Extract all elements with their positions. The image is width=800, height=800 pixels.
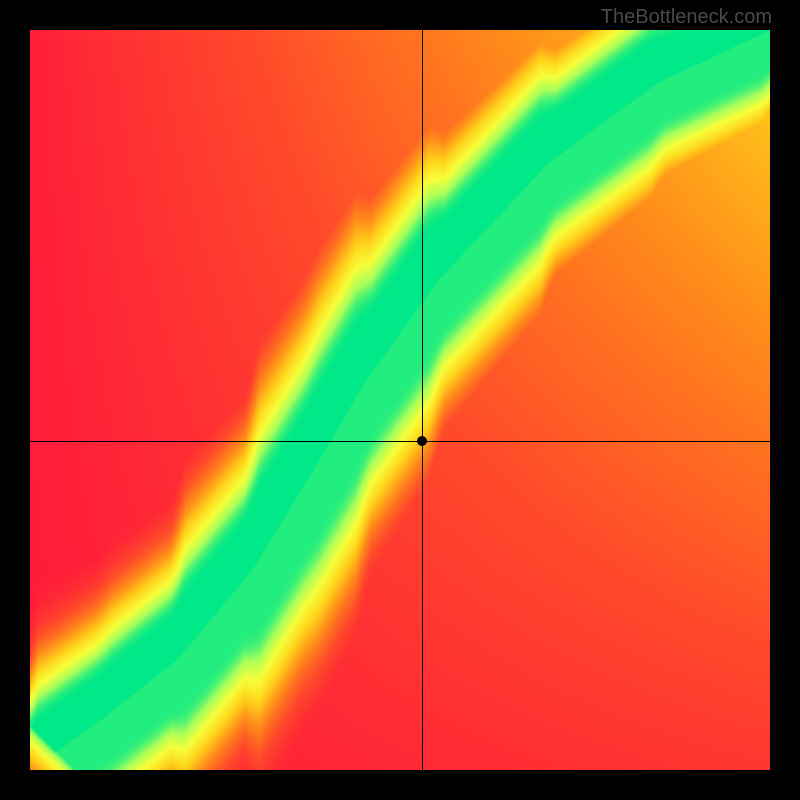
heatmap-canvas — [30, 30, 770, 770]
crosshair-vertical — [422, 30, 423, 770]
watermark-text: TheBottleneck.com — [601, 6, 772, 29]
crosshair-horizontal — [30, 441, 770, 442]
plot-area — [30, 30, 770, 770]
marker-point — [417, 436, 427, 446]
